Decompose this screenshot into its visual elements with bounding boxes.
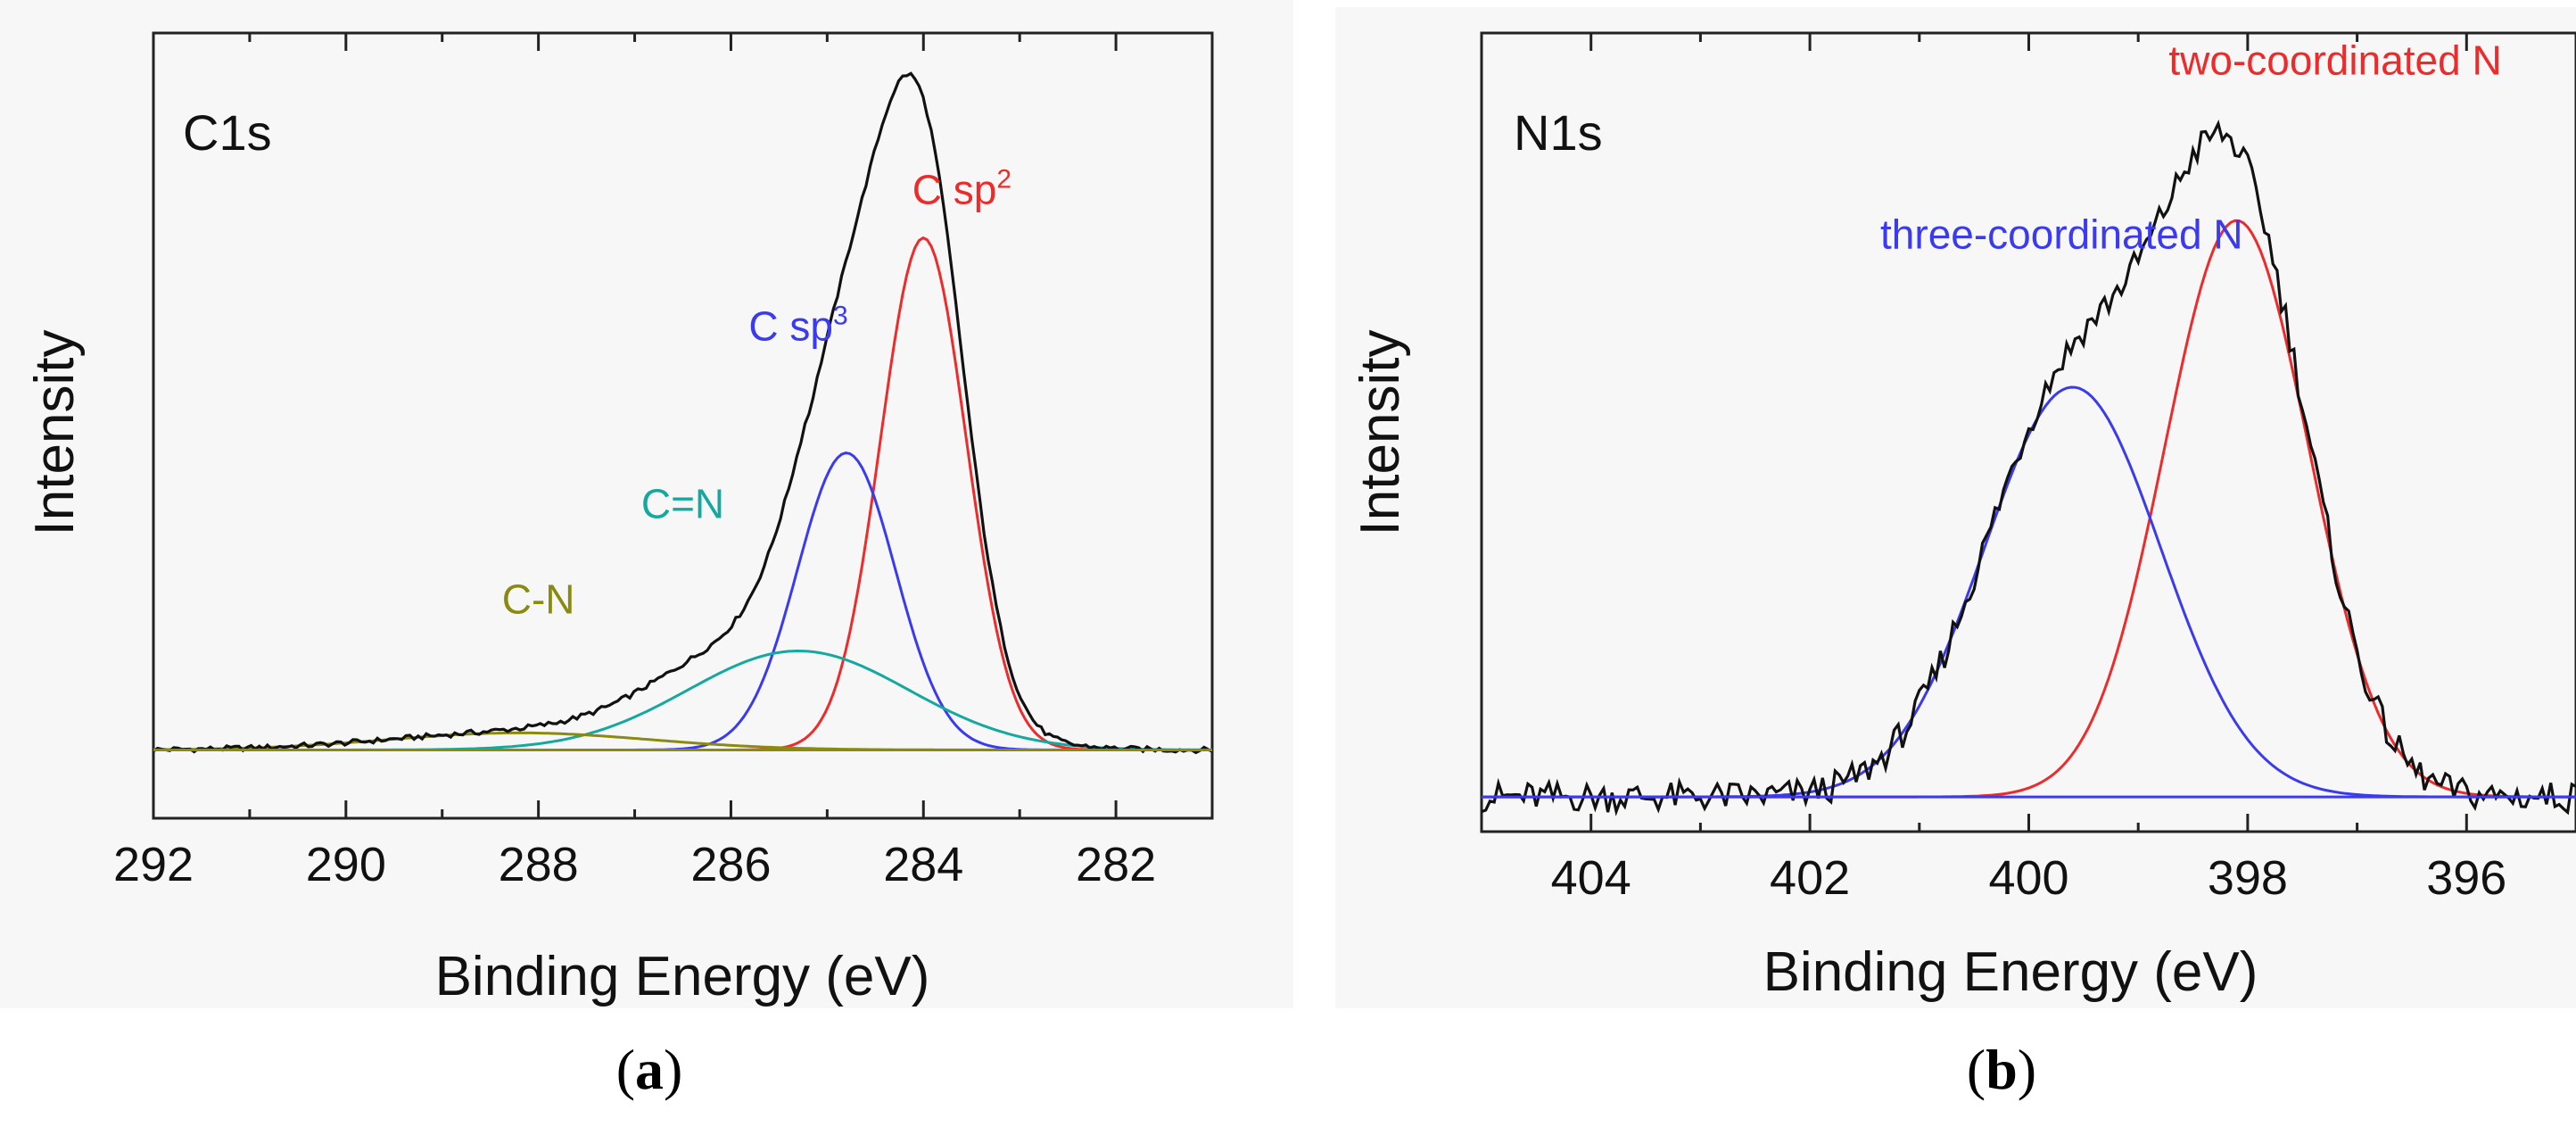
- annotation-group-b: two-coordinated N three-coordinated N: [1880, 37, 2502, 258]
- panel-a-c1s: 292 290 288 286 284 282 C1s Binding Energy (e…: [24, 31, 1214, 1007]
- panel-b-n1s: 404 402 400 398 396 N1s Binding Energy (eV) …: [1350, 31, 2576, 1003]
- x-tick-label: 404: [1551, 851, 1631, 905]
- panel-b-background: [1335, 7, 2576, 1008]
- panel-label-b: b: [1986, 1038, 2018, 1101]
- peak-three-coordinated-n-curve: [1482, 385, 2576, 799]
- annotation-group-a: C sp2 C sp3 C=N C-N: [502, 164, 1011, 622]
- panel-a-background: [0, 0, 1293, 1008]
- peak-two-coordinated-n-curve: [1482, 219, 2576, 799]
- chart-title-b: N1s: [1514, 104, 1603, 161]
- annotation-c-n: C=N: [641, 480, 724, 526]
- envelope-curve: [153, 71, 1212, 755]
- chart-title-a: C1s: [183, 104, 272, 161]
- annotation-c-n: C-N: [502, 576, 575, 622]
- plot-frame-a: [152, 31, 1214, 820]
- curve-group-a: [153, 71, 1212, 755]
- annotation-two-coordinated-n: two-coordinated N: [2168, 37, 2501, 84]
- x-tick-label: 292: [113, 838, 194, 891]
- panel-label-a: a: [635, 1038, 664, 1101]
- x-tick-label: 402: [1770, 851, 1850, 905]
- x-tick-label: 400: [1988, 851, 2068, 905]
- annotation-c-sp-2: C sp2: [912, 164, 1011, 212]
- annotation-three-coordinated-n: three-coordinated N: [1880, 211, 2243, 257]
- curve-group-b: [1482, 119, 2576, 816]
- tick-group-b: 404 402 400 398 396: [1480, 33, 2576, 905]
- x-tick-label: 286: [690, 838, 771, 891]
- x-axis-label-b: Binding Energy (eV): [1763, 941, 2258, 1003]
- y-axis-label-a: Intensity: [24, 330, 86, 536]
- x-tick-label: 398: [2208, 851, 2288, 905]
- panel-caption-a: (a): [615, 1038, 683, 1101]
- x-tick-label: 396: [2426, 851, 2506, 905]
- x-tick-label: 290: [306, 838, 386, 891]
- panel-caption-b: (b): [1966, 1038, 2037, 1101]
- x-tick-label: 288: [499, 838, 579, 891]
- x-tick-label: 282: [1076, 838, 1156, 891]
- x-tick-label: 284: [883, 838, 963, 891]
- tick-group-a: 292 290 288 286 284 282: [113, 33, 1214, 891]
- y-axis-label-b: Intensity: [1350, 330, 1411, 536]
- annotation-c-sp-3: C sp3: [748, 301, 847, 349]
- x-axis-label-a: Binding Energy (eV): [435, 946, 930, 1007]
